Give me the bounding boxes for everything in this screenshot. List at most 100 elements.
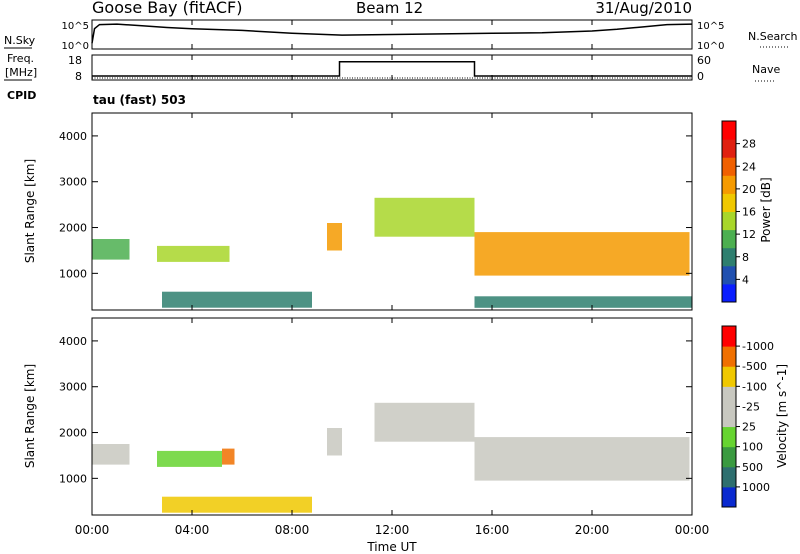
nave-bottom-tick: 0 [697, 70, 704, 83]
velocity-colorbar: 1000 500 100 25 -25 -100 -500 -1000 [721, 325, 774, 508]
colorbar-segment [722, 193, 736, 212]
y-tick-label: 3000 [59, 176, 87, 189]
colorbar-segment [722, 406, 736, 428]
scatter-region-6 [474, 296, 692, 308]
power-heatmap [92, 197, 692, 308]
colorbar-frame [721, 325, 737, 508]
y-tick-label: 3000 [59, 381, 87, 394]
y-tick-label: 1000 [59, 472, 87, 485]
power-panel: 1000 2000 3000 4000 Slant Range [km] 4 8 12 16… [23, 112, 773, 311]
colorbar-segment [722, 139, 736, 158]
power-colorbar-label: Power [dB] [759, 177, 773, 242]
freq-bottom-tick: 8 [75, 70, 82, 83]
velocity-ylabel: Slant Range [km] [23, 364, 37, 468]
colorbar-tick-label: 20 [742, 183, 756, 196]
date-label: 31/Aug/2010 [595, 0, 692, 17]
power-colorbar: 4 8 12 16 20 24 28 [721, 120, 756, 303]
colorbar-segment [722, 446, 736, 468]
x-tick-label: 04:00 [175, 523, 210, 537]
colorbar-segment [722, 157, 736, 176]
scatter-region-1 [157, 245, 230, 262]
scatter-region-0 [92, 239, 130, 260]
scatter-region-3 [162, 496, 312, 513]
velocity-panel: 1000 2000 3000 4000 Slant Range [km] 1000 50… [23, 317, 789, 516]
freq-top-tick: 18 [68, 54, 82, 67]
nsky-series-line [91, 23, 693, 44]
x-tick-label: 00:00 [75, 523, 110, 537]
x-tick-label: 00:00 [675, 523, 710, 537]
scatter-region-4 [374, 197, 475, 237]
freq-label-line2: [MHz] [5, 66, 37, 79]
colorbar-tick-label: 8 [742, 251, 749, 264]
y-tick-label: 2000 [59, 222, 87, 235]
beam-label: Beam 12 [356, 0, 423, 17]
x-axis-label: Time UT [366, 540, 417, 554]
y-tick-label: 4000 [59, 335, 87, 348]
noise-top-tick-right: 10^5 [697, 21, 724, 32]
cpid-value: tau (fast) 503 [93, 93, 186, 107]
colorbar-tick-label: 25 [742, 421, 756, 434]
colorbar-segment [722, 283, 736, 303]
colorbar-tick-label: -25 [742, 400, 760, 413]
colorbar-tick-label: 100 [742, 441, 763, 454]
nsearch-label: N.Search [748, 30, 798, 43]
colorbar-tick-label: 28 [742, 138, 756, 151]
colorbar-tick-label: 4 [742, 273, 749, 286]
power-ylabel: Slant Range [km] [23, 159, 37, 263]
colorbar-tick-label: 12 [742, 228, 756, 241]
colorbar-segment [722, 326, 736, 347]
x-tick-label: 12:00 [375, 523, 410, 537]
power-y-ticks: 1000 2000 3000 4000 [59, 130, 692, 280]
x-tick-label: 16:00 [475, 523, 510, 537]
colorbar-segment [722, 175, 736, 194]
colorbar-segment [722, 247, 736, 267]
scatter-region-1 [157, 450, 222, 467]
noise-bottom-tick-right: 10^0 [697, 41, 724, 52]
y-tick-label: 1000 [59, 267, 87, 280]
nave-top-tick: 60 [697, 54, 711, 67]
colorbar-segment [722, 346, 736, 367]
scatter-region-5 [374, 402, 475, 442]
scatter-region-5 [474, 232, 690, 276]
nsky-label: N.Sky [4, 34, 36, 47]
freq-label-line1: Freq. [7, 52, 34, 65]
colorbar-tick-label: -1000 [742, 340, 774, 353]
y-tick-label: 2000 [59, 427, 87, 440]
colorbar-tick-label: 500 [742, 461, 763, 474]
freq-series-line [92, 61, 692, 77]
velocity-colorbar-label: Velocity [m s^-1] [775, 364, 789, 468]
colorbar-segment [722, 426, 736, 448]
velocity-y-ticks: 1000 2000 3000 4000 [59, 335, 692, 485]
colorbar-segment [722, 386, 736, 407]
nave-label: Nave [752, 63, 780, 76]
scatter-region-4 [327, 428, 342, 456]
colorbar-segment [722, 265, 736, 285]
colorbar-segment [722, 229, 736, 249]
colorbar-segment [722, 486, 736, 508]
noise-top-tick-left: 10^5 [62, 21, 89, 32]
radar-title: Goose Bay (fitACF) [92, 0, 242, 17]
scatter-region-0 [92, 444, 130, 465]
x-tick-label: 08:00 [275, 523, 310, 537]
colorbar-segment [722, 366, 736, 387]
scatter-region-2 [162, 291, 312, 308]
x-tick-label: 20:00 [575, 523, 610, 537]
colorbar-segment [722, 121, 736, 140]
scatter-region-2 [222, 448, 235, 465]
colorbar-tick-label: 24 [742, 160, 756, 173]
colorbar-segment [722, 466, 736, 488]
colorbar-tick-label: -100 [742, 380, 767, 393]
colorbar-tick-label: 1000 [742, 481, 770, 494]
scatter-region-3 [327, 223, 342, 251]
y-tick-label: 4000 [59, 130, 87, 143]
x-axis-ticks: 00:00 04:00 08:00 12:00 16:00 20:00 00:00 [75, 20, 710, 537]
colorbar-segment [722, 211, 736, 231]
scatter-region-6 [474, 437, 690, 481]
noise-strip: N.Sky 10^5 10^0 10^5 10^0 N.Search [4, 19, 798, 52]
velocity-heatmap [92, 402, 690, 513]
cpid-label: CPID [7, 89, 36, 102]
noise-bottom-tick-left: 10^0 [62, 41, 89, 52]
colorbar-tick-label: -500 [742, 360, 767, 373]
colorbar-tick-label: 16 [742, 206, 756, 219]
